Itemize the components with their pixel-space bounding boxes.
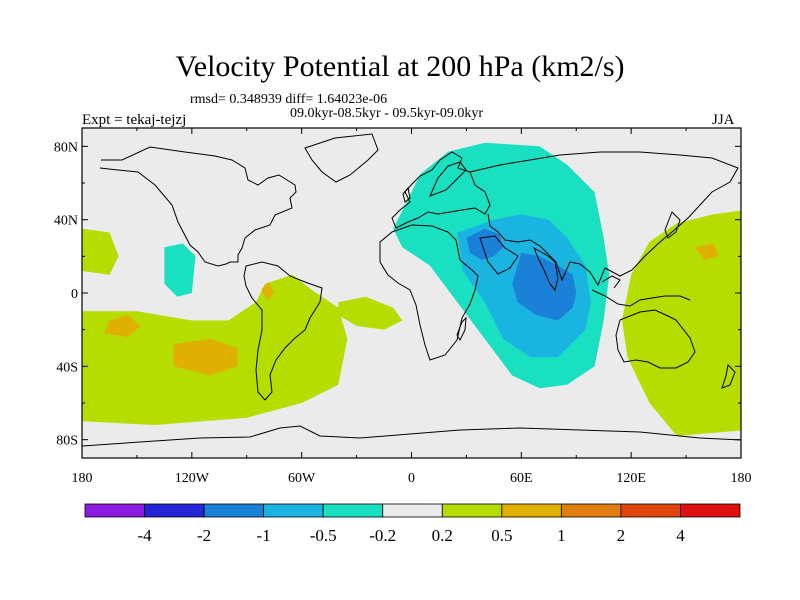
coastline-australia: [615, 309, 696, 369]
colorbar-bin: [441, 503, 503, 518]
colorbar-bin: [322, 503, 384, 518]
colorbar-label: 1: [557, 526, 566, 545]
colorbar-label: 0.2: [432, 526, 453, 545]
coastline-british-isles: [402, 186, 411, 203]
coastline-asia: [469, 151, 739, 287]
season-label: JJA: [712, 112, 735, 128]
coastline-japan: [664, 211, 681, 239]
contour-central-pacific-orange-1: [104, 315, 141, 337]
coastline-north-america: [99, 146, 297, 267]
contour-andes-orange: [261, 282, 275, 301]
coastline-madagascar: [456, 316, 467, 342]
x-tick-label: 120E: [616, 471, 646, 486]
contour-west-pacific-positive: [622, 210, 741, 436]
x-tick-label: 180: [72, 471, 93, 486]
colorbar-bin: [560, 503, 622, 518]
colorbar-bin: [263, 503, 324, 518]
coastline-new-zealand: [721, 363, 736, 389]
colorbar-label: -2: [197, 526, 211, 545]
contour-west-pacific-positive-edge: [82, 228, 119, 275]
period-label: 09.0kyr-08.5kyr - 09.5kyr-09.0kyr: [290, 106, 484, 121]
colorbar-label: -4: [137, 526, 152, 545]
colorbar-bin: [203, 503, 265, 518]
contour-pacific-negative: [164, 243, 196, 297]
coastline-india: [533, 246, 559, 292]
x-tick-label: 60E: [510, 471, 533, 486]
colorbar-label: -0.5: [310, 526, 337, 545]
x-tick-label: 120W: [175, 471, 210, 486]
colorbar-bin: [501, 503, 562, 518]
coastline-south-america: [243, 261, 323, 401]
coastline-antarctica: [82, 425, 741, 447]
coastline-arabia: [479, 235, 519, 275]
x-tick-label: 180: [731, 471, 752, 486]
colorbar-bin: [382, 503, 443, 518]
colorbar-label: -1: [257, 526, 271, 545]
coastline-indonesia: [591, 275, 691, 307]
axes: 180 120W 60W 0 60E 120E 180 80N 40N 0 40S 80S: [54, 128, 752, 486]
colorbar-label: -0.2: [369, 526, 396, 545]
colorbar-label: 0.5: [491, 526, 512, 545]
contour-south-atlantic-positive: [338, 296, 403, 330]
x-tick-label: 60W: [288, 471, 316, 486]
y-tick-label: 0: [71, 287, 78, 302]
chart-title: Velocity Potential at 200 hPa (km2/s): [175, 50, 625, 83]
colorbar-bin: [144, 503, 205, 518]
coastline-africa: [379, 224, 479, 361]
y-tick-label: 40S: [56, 360, 78, 375]
colorbar-bin: [620, 503, 681, 518]
colorbar-bin: [84, 503, 145, 518]
coastline-greenland: [304, 133, 379, 183]
coastline-scandinavia: [429, 161, 467, 197]
colorbar-label: 4: [676, 526, 685, 545]
y-tick-label: 80N: [54, 140, 78, 155]
contour-south-pacific-orange: [173, 338, 238, 376]
x-tick-label: 0: [408, 471, 415, 486]
y-tick-label: 80S: [56, 434, 78, 449]
y-tick-label: 40N: [54, 214, 78, 229]
experiment-label: Expt = tekaj-tejzj: [82, 112, 187, 128]
coastlines: [82, 133, 741, 447]
contour-indian-ocean-core: [512, 252, 577, 321]
contour-fills: [82, 142, 741, 436]
contour-west-pacific-orange: [695, 243, 719, 260]
colorbar: -4 -2 -1 -0.5 -0.2 0.2 0.5 1 2 4: [84, 503, 741, 545]
colorbar-bin: [680, 503, 741, 518]
colorbar-label: 2: [617, 526, 626, 545]
stats-label: rmsd= 0.348939 diff= 1.64023e-06: [190, 92, 388, 107]
